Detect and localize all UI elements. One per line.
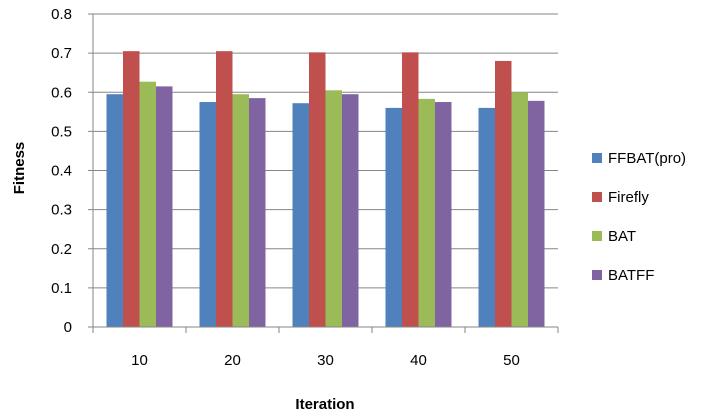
y-tick-label: 0.6 bbox=[51, 84, 72, 101]
y-tick-label: 0.7 bbox=[51, 45, 72, 62]
bar bbox=[139, 81, 156, 327]
legend-label: Firefly bbox=[608, 189, 649, 206]
legend-swatch bbox=[592, 192, 602, 202]
bar bbox=[511, 92, 528, 327]
bar bbox=[418, 98, 435, 328]
bar bbox=[402, 52, 419, 327]
legend-label: BATFF bbox=[608, 267, 654, 284]
bar bbox=[232, 94, 249, 327]
y-tick-label: 0.2 bbox=[51, 241, 72, 258]
y-tick-labels: 0 0.1 0.2 0.3 0.4 0.5 0.6 0.7 0.8 bbox=[51, 6, 72, 336]
legend-swatch bbox=[592, 270, 602, 280]
x-tick-label: 30 bbox=[317, 352, 334, 369]
y-tick-label: 0.3 bbox=[51, 202, 72, 219]
legend-label: BAT bbox=[608, 228, 636, 245]
x-tick-label: 20 bbox=[224, 352, 241, 369]
bar bbox=[385, 107, 402, 328]
y-tick-label: 0.1 bbox=[51, 280, 72, 297]
bar bbox=[309, 52, 326, 327]
x-tick-label: 50 bbox=[503, 352, 520, 369]
legend: FFBAT(pro) Firefly BAT BATFF bbox=[592, 150, 686, 284]
x-tick-labels: 10 20 30 40 50 bbox=[131, 352, 520, 369]
y-tick-label: 0.8 bbox=[51, 6, 72, 23]
bar bbox=[528, 100, 545, 327]
legend-swatch bbox=[592, 153, 602, 163]
bar bbox=[325, 90, 342, 327]
bar bbox=[478, 107, 495, 328]
bar bbox=[292, 103, 309, 327]
bar bbox=[495, 60, 512, 327]
bar bbox=[342, 94, 359, 327]
x-axis-title: Iteration bbox=[295, 396, 354, 413]
x-tick-label: 40 bbox=[410, 352, 427, 369]
bar bbox=[249, 98, 266, 328]
bar bbox=[199, 102, 216, 327]
bars bbox=[106, 51, 545, 328]
bar bbox=[106, 94, 123, 327]
axes bbox=[88, 13, 559, 333]
y-axis-title: Fitness bbox=[11, 142, 28, 195]
bar bbox=[123, 51, 140, 327]
legend-swatch bbox=[592, 231, 602, 241]
legend-label: FFBAT(pro) bbox=[608, 150, 686, 167]
x-tick-label: 10 bbox=[131, 352, 148, 369]
y-tick-label: 0.5 bbox=[51, 123, 72, 140]
y-tick-label: 0.4 bbox=[51, 163, 72, 180]
y-tick-label: 0 bbox=[64, 319, 72, 336]
bar bbox=[435, 102, 452, 327]
bar bbox=[216, 51, 233, 327]
bar bbox=[156, 86, 173, 327]
